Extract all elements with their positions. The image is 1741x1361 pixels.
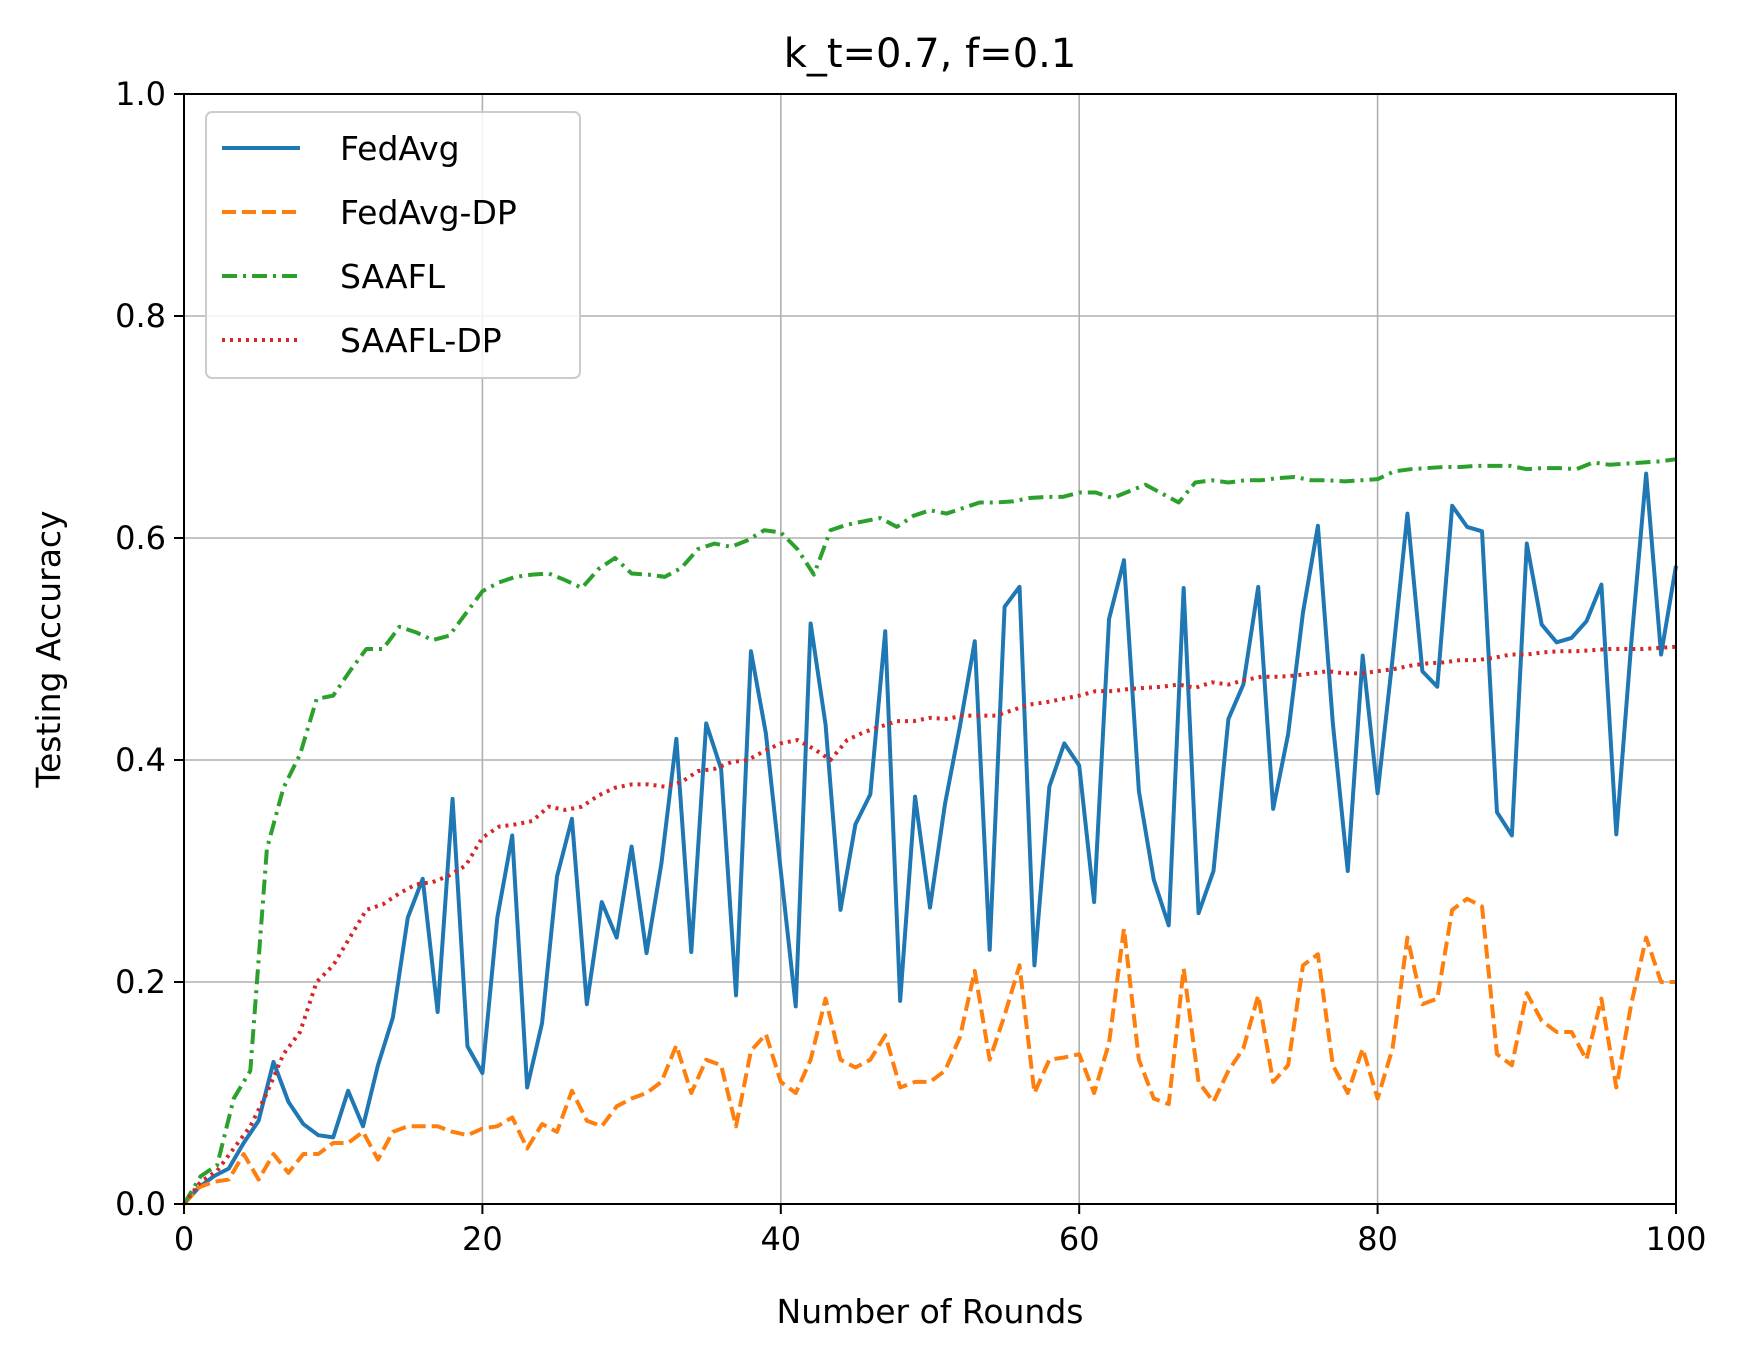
series-layer <box>182 457 1678 1206</box>
legend-label: SAAFL <box>340 257 446 296</box>
legend: FedAvg FedAvg-DP SAAFL SAAFL-DP <box>205 111 581 379</box>
legend-label: SAAFL-DP <box>340 321 502 360</box>
y-tick-label: 0.0 <box>115 1185 166 1223</box>
x-tick-label: 0 <box>174 1220 194 1258</box>
y-tick-label: 0.6 <box>115 519 166 557</box>
series-line-saafl-dp <box>182 644 1677 1206</box>
y-tick-label: 1.0 <box>115 75 166 113</box>
legend-label: FedAvg <box>340 129 460 168</box>
x-tick-label: 60 <box>1059 1220 1100 1258</box>
x-tick-label: 80 <box>1357 1220 1398 1258</box>
x-tick-label: 100 <box>1645 1220 1706 1258</box>
y-axis-label: Testing Accuracy <box>29 510 68 788</box>
plot-frame <box>183 93 1677 1205</box>
series-line-fedavg-dp <box>182 896 1676 1206</box>
series-line-fedavg <box>182 471 1678 1206</box>
chart-title: k_t=0.7, f=0.1 <box>784 31 1077 77</box>
legend-label: FedAvg-DP <box>340 193 517 232</box>
x-tick-label: 20 <box>462 1220 503 1258</box>
x-axis-label: Number of Rounds <box>777 1292 1084 1331</box>
x-tick-label: 40 <box>760 1220 801 1258</box>
y-tick-label: 0.4 <box>115 741 166 779</box>
y-tick-label: 0.8 <box>115 297 166 335</box>
y-tick-label: 0.2 <box>115 963 166 1001</box>
ticks: 0 20 40 60 80 100 0.0 0.2 0.4 0.6 0.8 1.0 <box>115 75 1706 1258</box>
legend-box <box>205 111 581 379</box>
